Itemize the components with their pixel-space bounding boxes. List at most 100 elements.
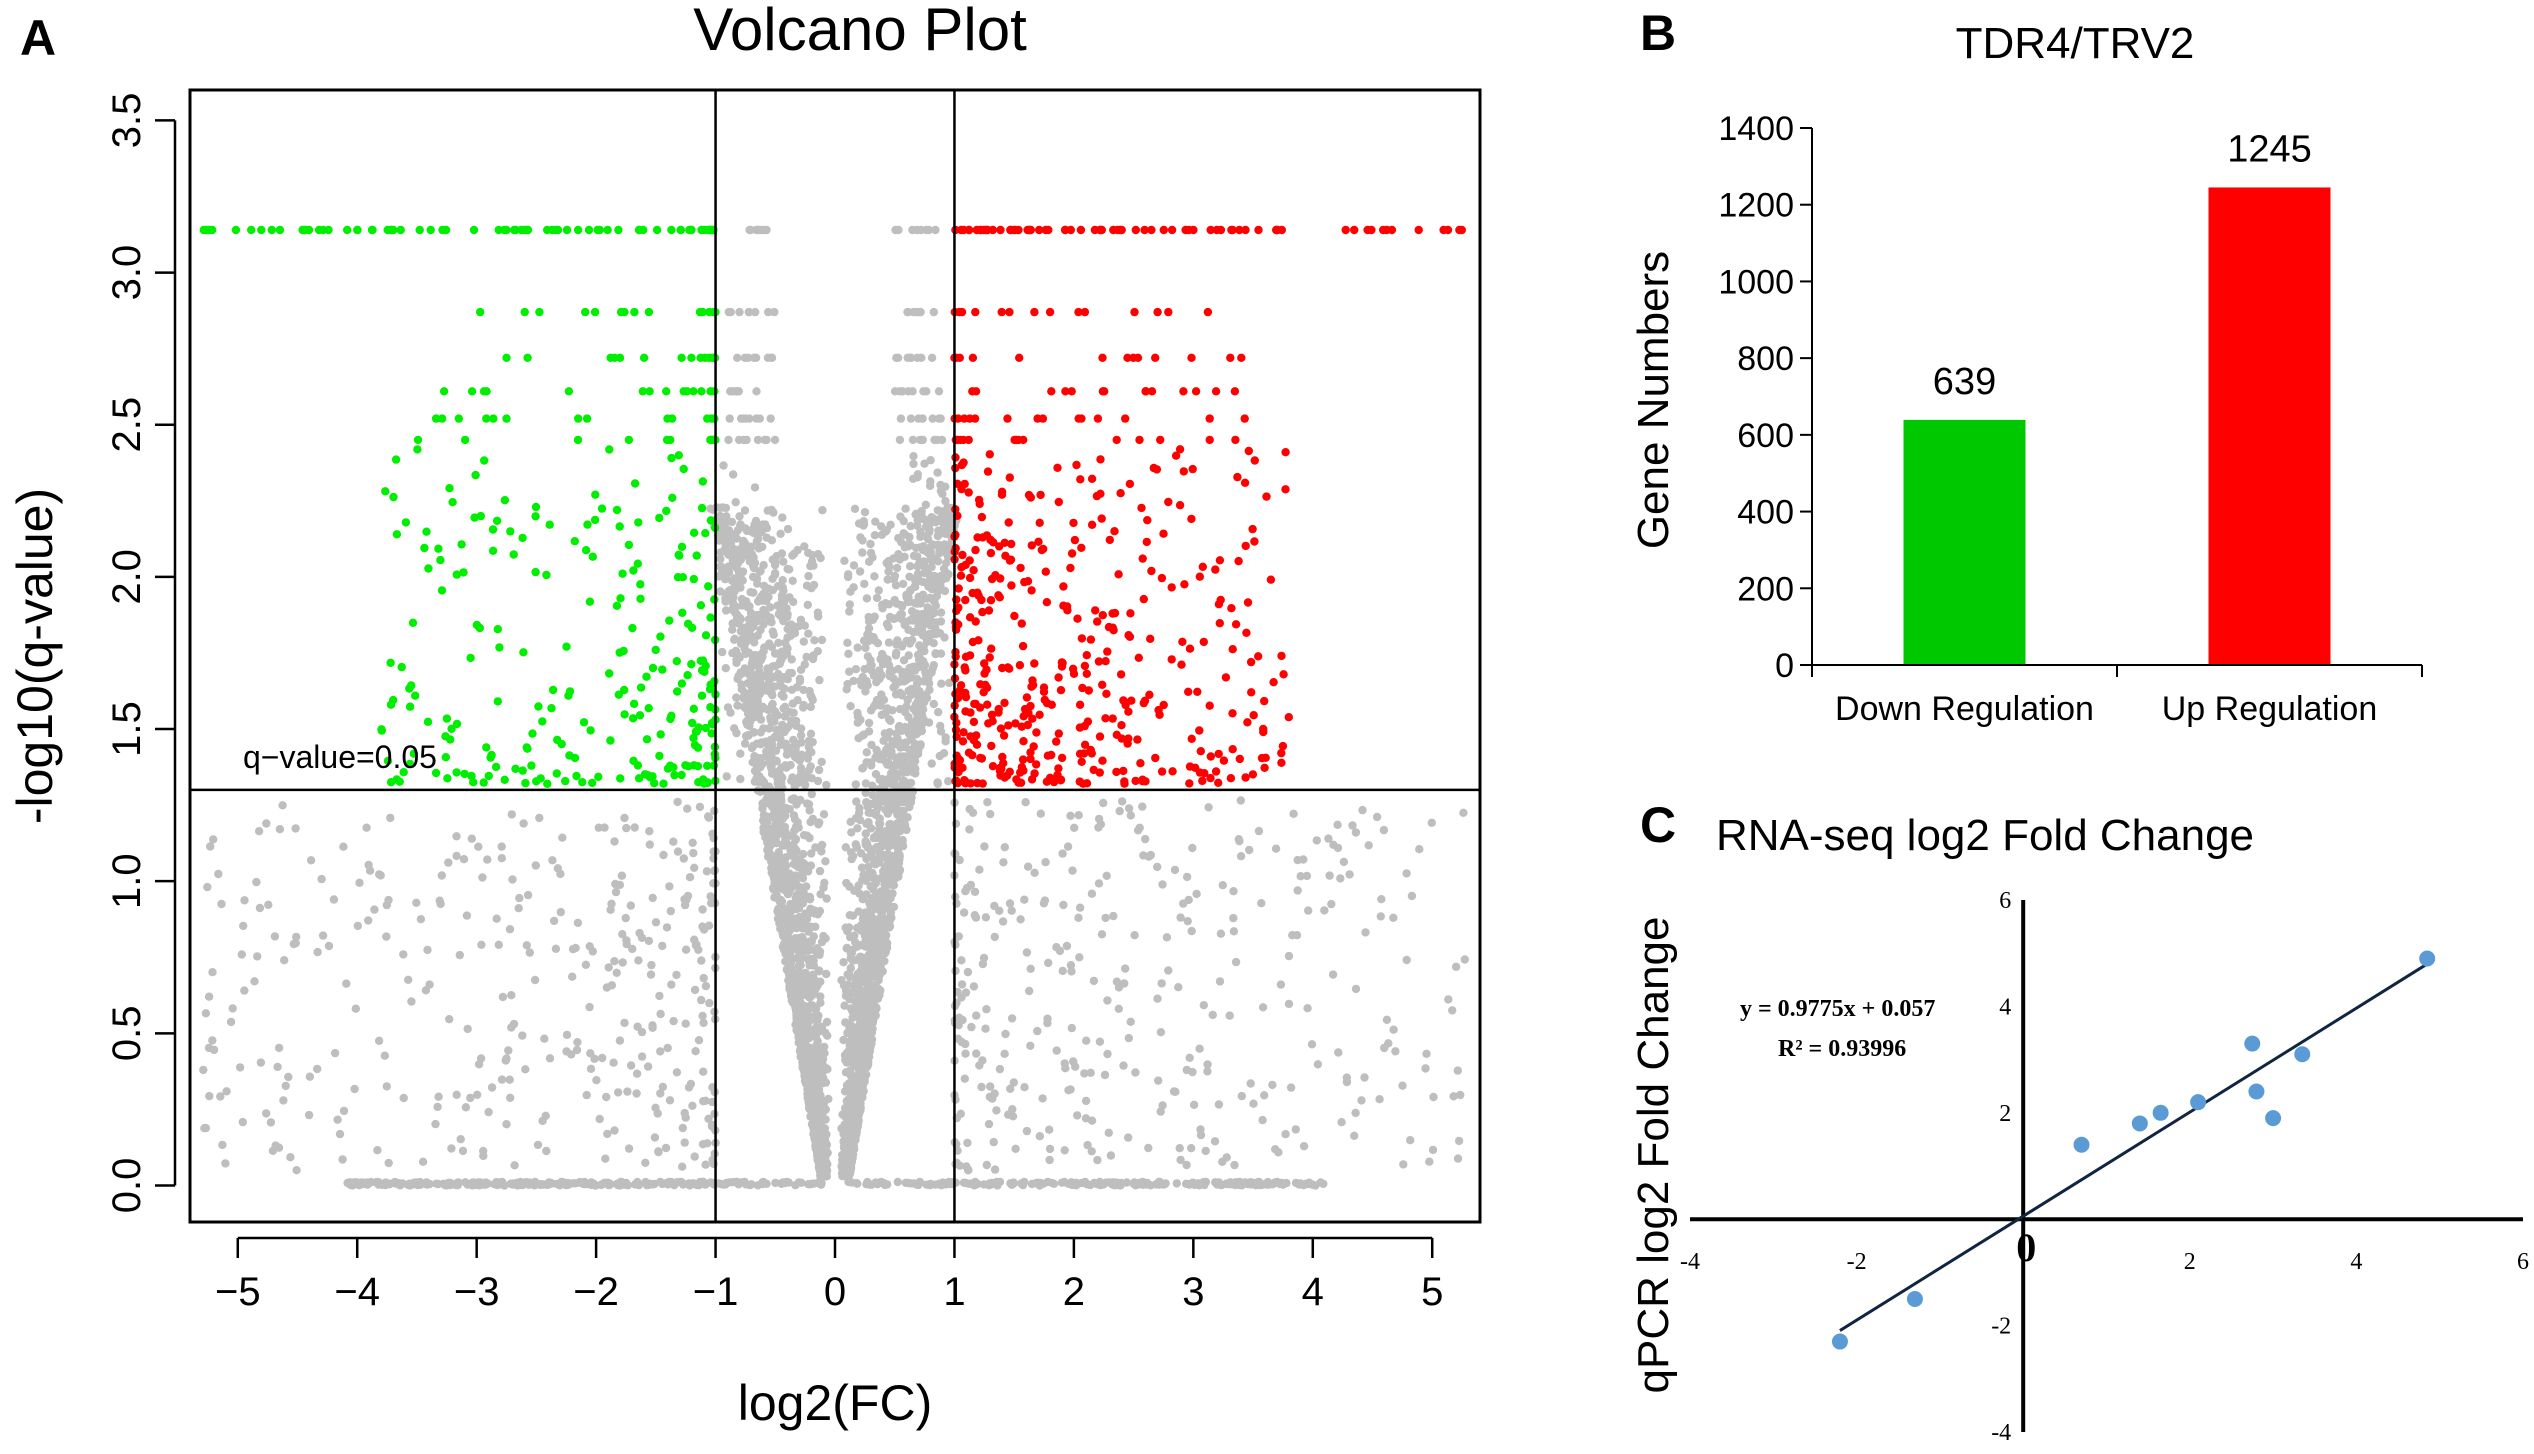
- gene-point: [1033, 1026, 1042, 1036]
- gene-point: [523, 744, 532, 753]
- gene-point: [1325, 871, 1334, 880]
- gene-point: [873, 1180, 882, 1189]
- gene-point: [845, 1023, 854, 1032]
- gene-point: [697, 387, 706, 396]
- gene-point: [515, 893, 524, 903]
- gene-point: [811, 843, 820, 852]
- gene-point: [538, 717, 547, 726]
- gene-point: [883, 575, 892, 584]
- gene-point: [924, 674, 933, 683]
- gene-point: [862, 986, 872, 996]
- gene-point: [899, 529, 908, 538]
- gene-point: [800, 660, 809, 669]
- gene-point: [980, 842, 989, 851]
- gene-point: [581, 307, 590, 317]
- gene-point: [885, 914, 894, 924]
- gene-point: [879, 653, 888, 662]
- gene-point: [766, 414, 775, 423]
- gene-point: [777, 1178, 787, 1188]
- gene-point: [466, 653, 475, 663]
- gene-point: [845, 911, 854, 920]
- gene-point: [869, 834, 879, 843]
- gene-point: [317, 874, 326, 884]
- gene-point: [785, 942, 794, 951]
- gene-point: [387, 225, 396, 235]
- gene-point: [1135, 823, 1144, 832]
- gene-point: [815, 675, 824, 685]
- gene-point: [573, 1038, 582, 1047]
- gene-point: [846, 963, 855, 973]
- gene-point: [1398, 1081, 1407, 1090]
- gene-point: [447, 1144, 456, 1153]
- gene-point: [405, 1179, 414, 1188]
- gene-point: [275, 225, 285, 235]
- gene-point: [815, 1121, 824, 1130]
- gene-point: [694, 945, 703, 954]
- gene-point: [804, 800, 814, 809]
- gene-point: [1058, 966, 1067, 976]
- gene-point: [648, 893, 657, 903]
- gene-point: [374, 1036, 384, 1046]
- gene-point: [1124, 804, 1134, 813]
- gene-point: [497, 854, 506, 863]
- gene-point: [774, 798, 783, 807]
- gene-point: [818, 1054, 828, 1064]
- gene-point: [644, 936, 654, 946]
- gene-point: [470, 513, 479, 522]
- gene-point: [1093, 1155, 1102, 1165]
- gene-point: [1284, 999, 1294, 1009]
- gene-point: [706, 680, 715, 689]
- gene-point: [252, 877, 261, 887]
- gene-point: [1141, 834, 1150, 844]
- gene-point: [716, 587, 725, 596]
- gene-point: [615, 1036, 625, 1045]
- gene-point: [881, 891, 891, 900]
- gene-point: [1222, 1179, 1231, 1188]
- gene-point: [459, 568, 468, 577]
- gene-point: [1415, 845, 1424, 854]
- gene-point: [1109, 911, 1118, 921]
- gene-point: [735, 307, 744, 317]
- gene-point: [1236, 852, 1246, 861]
- gene-point: [435, 896, 444, 905]
- gene-point: [1052, 1046, 1061, 1055]
- gene-point: [1211, 1178, 1220, 1187]
- gene-point: [1229, 927, 1239, 936]
- gene-point: [1222, 1153, 1231, 1162]
- gene-point: [676, 225, 685, 235]
- gene-point: [1376, 912, 1386, 921]
- gene-point: [699, 1067, 708, 1076]
- gene-point: [1068, 866, 1077, 875]
- gene-point: [868, 781, 877, 790]
- gene-point: [1360, 1073, 1369, 1082]
- gene-point: [1060, 1177, 1069, 1187]
- gene-point: [856, 676, 865, 686]
- gene-point: [1021, 798, 1030, 807]
- gene-point: [796, 731, 806, 740]
- gene-point: [199, 1065, 208, 1075]
- gene-point: [891, 873, 900, 883]
- gene-point: [817, 757, 826, 767]
- gene-point: [936, 617, 946, 626]
- gene-point: [812, 1068, 821, 1077]
- gene-point: [722, 772, 731, 781]
- gene-point: [868, 791, 877, 800]
- gene-point: [639, 353, 649, 362]
- gene-point: [693, 762, 703, 771]
- gene-point: [622, 936, 631, 945]
- gene-point: [600, 1178, 610, 1187]
- gene-point: [683, 619, 693, 628]
- gene-point: [479, 1151, 488, 1161]
- gene-point: [1328, 970, 1338, 979]
- gene-point: [810, 1086, 819, 1095]
- gene-point: [564, 387, 574, 396]
- gene-point: [899, 656, 909, 665]
- gene-point: [500, 225, 509, 235]
- gene-point: [531, 512, 540, 521]
- gene-point: [618, 569, 627, 578]
- gene-point: [474, 1180, 483, 1189]
- gene-point: [480, 456, 489, 465]
- gene-point: [774, 857, 783, 867]
- gene-point: [1106, 1151, 1116, 1160]
- gene-point: [917, 615, 927, 625]
